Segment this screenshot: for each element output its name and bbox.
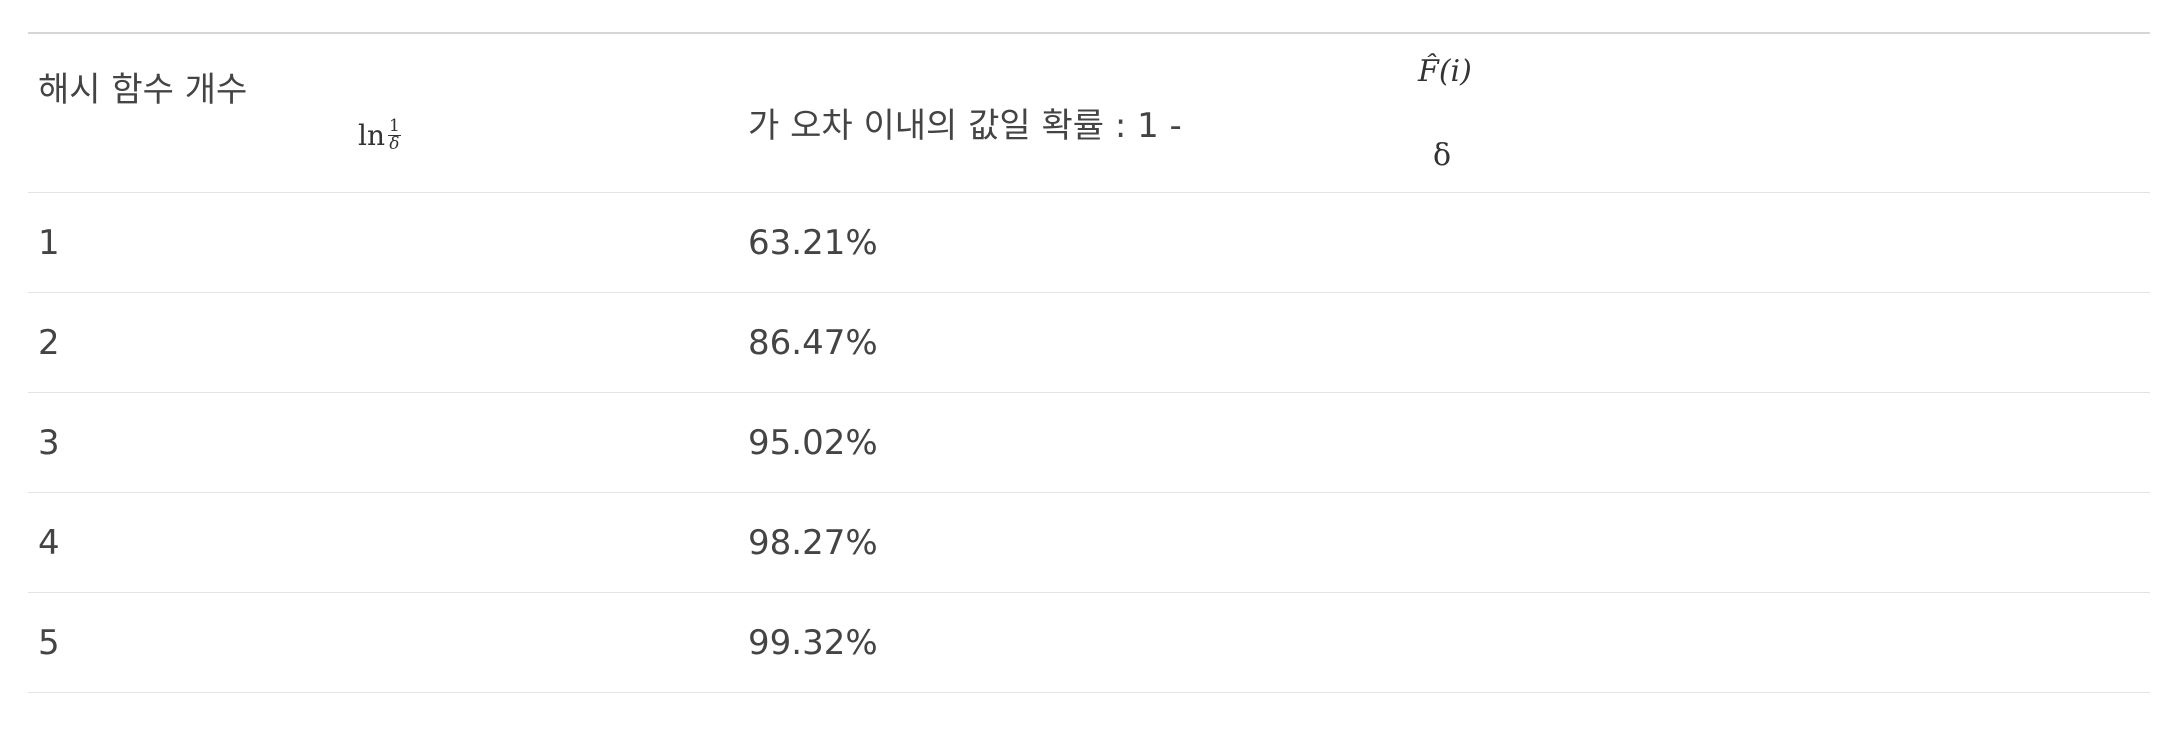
table-header: 해시 함수 개수 ln 1 δ 가 오차 이내의 값일 확률 : 1 - F̂(… (28, 33, 2150, 193)
table-header-row: 해시 함수 개수 ln 1 δ 가 오차 이내의 값일 확률 : 1 - F̂(… (28, 33, 2150, 193)
f-hat-i-formula: F̂(i) (1418, 54, 1472, 89)
cell-hash-count: 4 (38, 522, 60, 563)
cell-hash-count: 5 (38, 622, 60, 663)
fraction-numerator: 1 (388, 116, 401, 136)
table-row: 1 63.21% (28, 193, 2150, 293)
cell-hash-count: 2 (38, 322, 60, 363)
header-hash-count-label: 해시 함수 개수 (38, 70, 248, 110)
cell-probability: 99.32% (748, 622, 878, 663)
cell-probability: 95.02% (748, 422, 878, 463)
hash-probability-table: 해시 함수 개수 ln 1 δ 가 오차 이내의 값일 확률 : 1 - F̂(… (28, 32, 2150, 693)
delta-symbol: δ (1433, 138, 1452, 173)
fraction-denominator: δ (389, 134, 400, 154)
table-body: 1 63.21% 2 86.47% 3 95.02% 4 98.27% 5 99… (28, 193, 2150, 693)
cell-hash-count: 3 (38, 422, 60, 463)
table-row: 4 98.27% (28, 493, 2150, 593)
cell-probability: 98.27% (748, 522, 878, 563)
ln-one-over-delta-formula: ln 1 δ (358, 118, 401, 153)
table-row: 2 86.47% (28, 293, 2150, 393)
cell-probability: 63.21% (748, 222, 878, 263)
cell-hash-count: 1 (38, 222, 60, 263)
table-row: 3 95.02% (28, 393, 2150, 493)
table-row: 5 99.32% (28, 593, 2150, 693)
cell-probability: 86.47% (748, 322, 878, 363)
fraction: 1 δ (388, 118, 401, 153)
header-probability: 가 오차 이내의 값일 확률 : 1 - F̂(i) δ (738, 33, 2150, 193)
header-probability-label: 가 오차 이내의 값일 확률 : 1 - (748, 106, 1182, 146)
hash-probability-table-container: 해시 함수 개수 ln 1 δ 가 오차 이내의 값일 확률 : 1 - F̂(… (28, 32, 2150, 693)
ln-symbol: ln (358, 119, 385, 152)
header-hash-count: 해시 함수 개수 ln 1 δ (28, 33, 738, 193)
